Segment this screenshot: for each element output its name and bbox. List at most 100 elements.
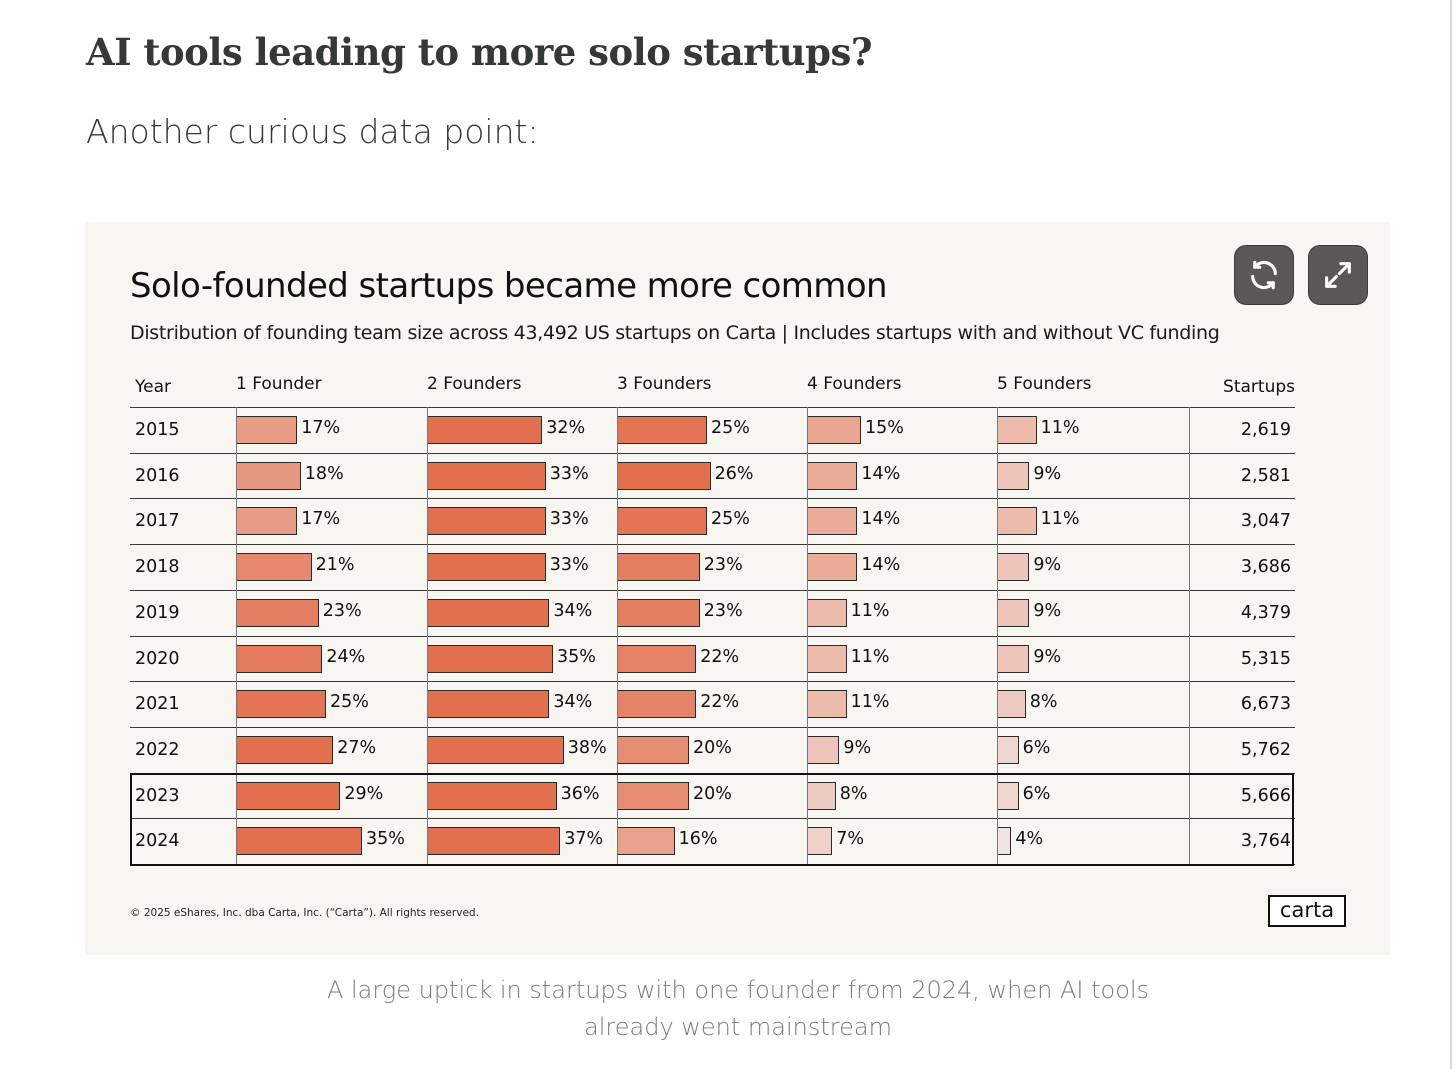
year-cell: 2016 <box>135 465 180 486</box>
value-label: 25% <box>711 509 750 530</box>
value-label: 24% <box>326 646 366 667</box>
value-label: 27% <box>337 737 377 758</box>
copyright: © 2025 eShares, Inc. dba Carta, Inc. (“C… <box>130 907 479 919</box>
startups-cell: 4,379 <box>1240 602 1291 623</box>
value-label: 6% <box>1022 783 1051 804</box>
article-lead: Another curious data point: <box>86 112 539 151</box>
column-header: Year <box>135 377 171 397</box>
bar-2-founder <box>427 507 546 536</box>
value-label: 17% <box>301 418 341 438</box>
value-label: 15% <box>865 418 904 438</box>
column-header: Startups <box>1223 377 1295 397</box>
value-label: 20% <box>693 737 732 758</box>
startups-cell: 5,666 <box>1240 785 1291 806</box>
column-divider <box>427 407 428 864</box>
startups-cell: 2,581 <box>1240 465 1291 486</box>
expand-button[interactable] <box>1308 245 1368 305</box>
value-label: 25% <box>330 692 369 713</box>
column-divider <box>617 407 618 864</box>
article-heading: AI tools leading to more solo startups? <box>86 30 873 74</box>
highlight-box <box>130 772 1294 866</box>
value-label: 11% <box>1040 418 1080 438</box>
bar-4-founder <box>807 507 858 536</box>
bar-2-founder <box>427 598 550 627</box>
year-cell: 2020 <box>135 648 180 669</box>
table-row: 2019 23% 34% 23% 11% 9% 4,379 <box>130 589 1295 636</box>
page-edge-divider <box>1450 0 1452 1069</box>
bar-2-founder <box>427 553 546 582</box>
value-label: 37% <box>564 829 604 850</box>
bar-3-founder <box>617 507 707 536</box>
bar-4-founder <box>807 598 847 627</box>
bar-2-founder <box>427 827 561 856</box>
value-label: 33% <box>549 463 589 484</box>
value-label: 14% <box>861 555 901 576</box>
value-label: 7% <box>836 829 864 850</box>
bar-5-founder <box>997 416 1037 444</box>
table-row: 2022 27% 38% 20% 9% 6% 5,762 <box>130 726 1295 773</box>
value-label: 36% <box>560 783 600 804</box>
bar-1-founder <box>236 461 301 490</box>
value-label: 16% <box>678 829 718 850</box>
value-label: 35% <box>557 646 596 667</box>
refresh-button[interactable] <box>1234 245 1294 305</box>
value-label: 8% <box>1029 692 1058 713</box>
value-label: 33% <box>549 509 589 530</box>
value-label: 14% <box>861 509 901 530</box>
bar-5-founder <box>997 598 1030 627</box>
value-label: 9% <box>1033 646 1062 667</box>
bar-4-founder <box>807 827 833 856</box>
bar-4-founder <box>807 644 847 673</box>
value-label: 32% <box>546 418 586 438</box>
table-row: 2020 24% 35% 22% 11% 9% 5,315 <box>130 635 1295 682</box>
column-header: 5 Founders <box>997 374 1092 394</box>
table-row: 2024 35% 37% 16% 7% 4% 3,764 <box>130 818 1295 864</box>
value-label: 23% <box>703 600 743 621</box>
value-label: 20% <box>693 783 732 804</box>
value-label: 9% <box>1033 555 1062 576</box>
year-cell: 2018 <box>135 557 180 578</box>
value-label: 22% <box>700 646 740 667</box>
startups-cell: 6,673 <box>1240 694 1291 715</box>
value-label: 6% <box>1022 737 1051 758</box>
value-label: 26% <box>714 463 754 484</box>
bar-3-founder <box>617 598 700 627</box>
value-label: 23% <box>703 555 743 576</box>
bar-3-founder <box>617 690 697 719</box>
table-row: 2015 17% 32% 25% 15% 11% 2,619 <box>130 407 1295 453</box>
bar-5-founder <box>997 461 1030 490</box>
value-label: 11% <box>850 692 890 713</box>
bar-1-founder <box>236 735 334 764</box>
startups-cell: 5,762 <box>1240 739 1291 760</box>
year-cell: 2017 <box>135 511 180 532</box>
value-label: 4% <box>1015 829 1044 850</box>
year-cell: 2024 <box>135 831 180 852</box>
column-divider <box>807 407 808 864</box>
bar-1-founder <box>236 553 312 582</box>
table-row: 2021 25% 34% 22% 11% 8% 6,673 <box>130 681 1295 727</box>
value-label: 8% <box>839 783 868 804</box>
value-label: 18% <box>304 463 344 484</box>
bar-3-founder <box>617 553 700 582</box>
value-label: 21% <box>315 555 355 576</box>
bar-4-founder <box>807 553 858 582</box>
table-row: 2017 17% 33% 25% 14% 11% 3,047 <box>130 498 1295 544</box>
bar-1-founder <box>236 781 341 810</box>
carta-logo: carta <box>1268 895 1346 927</box>
startups-cell: 3,047 <box>1240 511 1291 532</box>
bar-2-founder <box>427 690 550 719</box>
startups-cell: 2,619 <box>1240 420 1291 440</box>
value-label: 35% <box>366 829 405 850</box>
startups-cell: 3,686 <box>1240 557 1291 578</box>
value-label: 23% <box>322 600 362 621</box>
column-divider <box>1189 407 1190 864</box>
year-cell: 2015 <box>135 420 180 440</box>
startups-cell: 5,315 <box>1240 648 1291 669</box>
chart-card: Solo-founded startups became more common… <box>85 222 1390 955</box>
bar-5-founder <box>997 644 1030 673</box>
column-header: 1 Founder <box>236 374 322 394</box>
year-cell: 2021 <box>135 694 180 715</box>
column-header: 4 Founders <box>807 374 902 394</box>
chart-subtitle: Distribution of founding team size acros… <box>130 322 1220 344</box>
bar-3-founder <box>617 735 689 764</box>
